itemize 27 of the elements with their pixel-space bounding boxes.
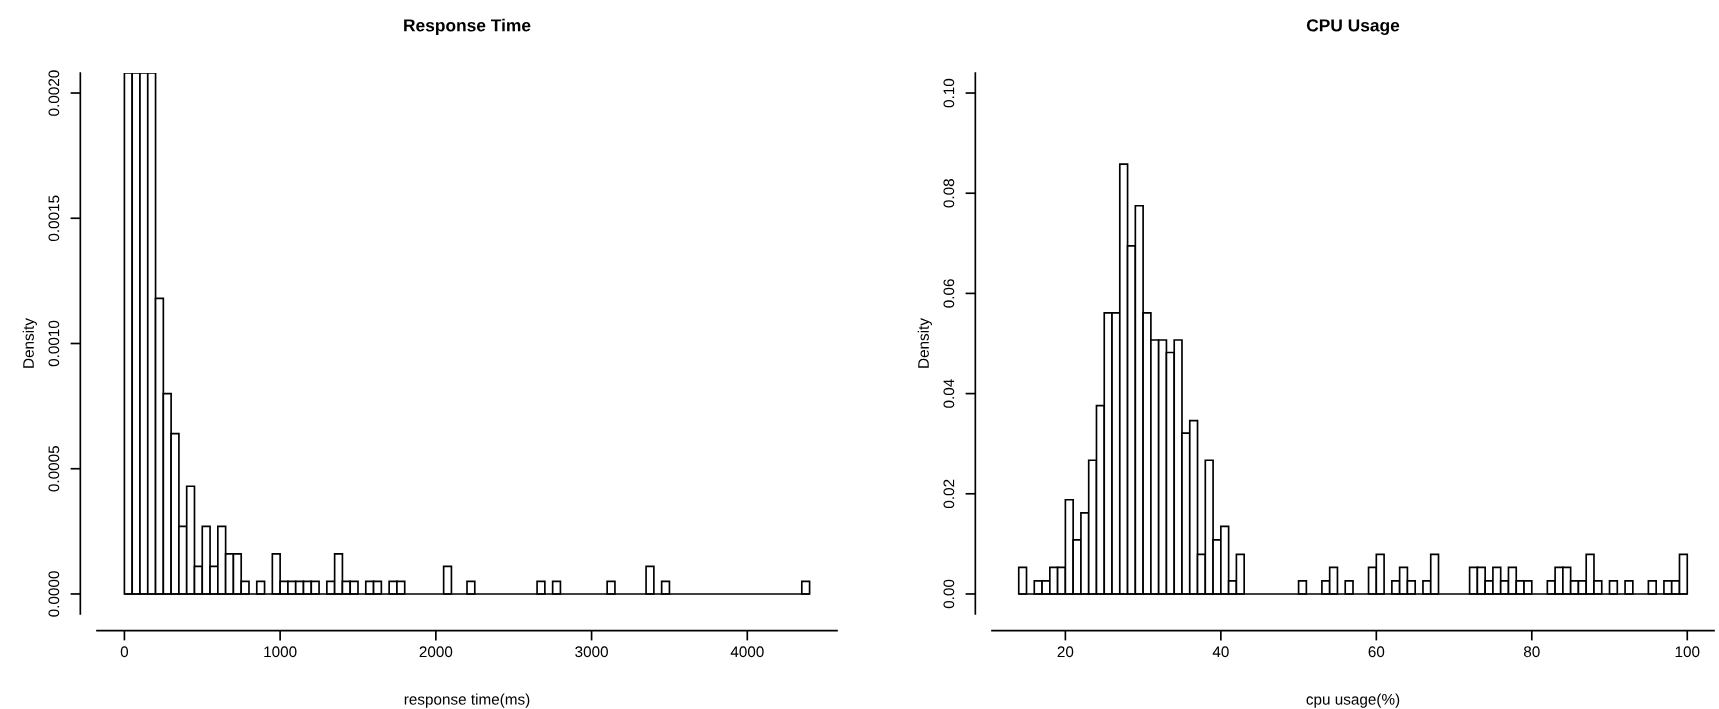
x-tick-label: 80 bbox=[1523, 646, 1540, 658]
x-tick-label: 1000 bbox=[264, 646, 297, 658]
y-tick-label: 0.08 bbox=[943, 179, 955, 208]
x-tick-label: 100 bbox=[1675, 646, 1700, 658]
y-tick-label: 0.02 bbox=[943, 479, 955, 509]
x-tick-label: 4000 bbox=[730, 646, 764, 658]
chart-title: Response Time bbox=[404, 18, 531, 35]
x-tick-label: 40 bbox=[1212, 646, 1229, 658]
x-axis-title: response time(ms) bbox=[404, 693, 530, 708]
y-tick-label: 0.10 bbox=[943, 78, 955, 108]
y-axis-title: Density bbox=[917, 318, 932, 368]
y-tick-label: 0.00 bbox=[943, 579, 955, 609]
y-tick-label: 0.0020 bbox=[48, 70, 60, 116]
y-tick-label: 0.06 bbox=[943, 279, 955, 308]
y-tick-label: 0.0005 bbox=[48, 446, 60, 492]
y-axis-title: Density bbox=[22, 318, 37, 368]
x-tick-label: 2000 bbox=[419, 646, 453, 658]
chart-title: CPU Usage bbox=[1306, 19, 1400, 36]
y-tick-label: 0.0000 bbox=[48, 571, 60, 617]
x-tick-label: 3000 bbox=[575, 646, 608, 658]
x-axis-title: cpu usage(%) bbox=[1306, 693, 1400, 708]
x-tick-label: 20 bbox=[1057, 646, 1074, 658]
y-tick-label: 0.0010 bbox=[48, 320, 60, 367]
x-tick-label: 60 bbox=[1368, 646, 1385, 658]
x-tick-label: 0 bbox=[120, 646, 129, 658]
y-tick-label: 0.0015 bbox=[48, 195, 60, 242]
y-tick-label: 0.04 bbox=[943, 379, 955, 408]
